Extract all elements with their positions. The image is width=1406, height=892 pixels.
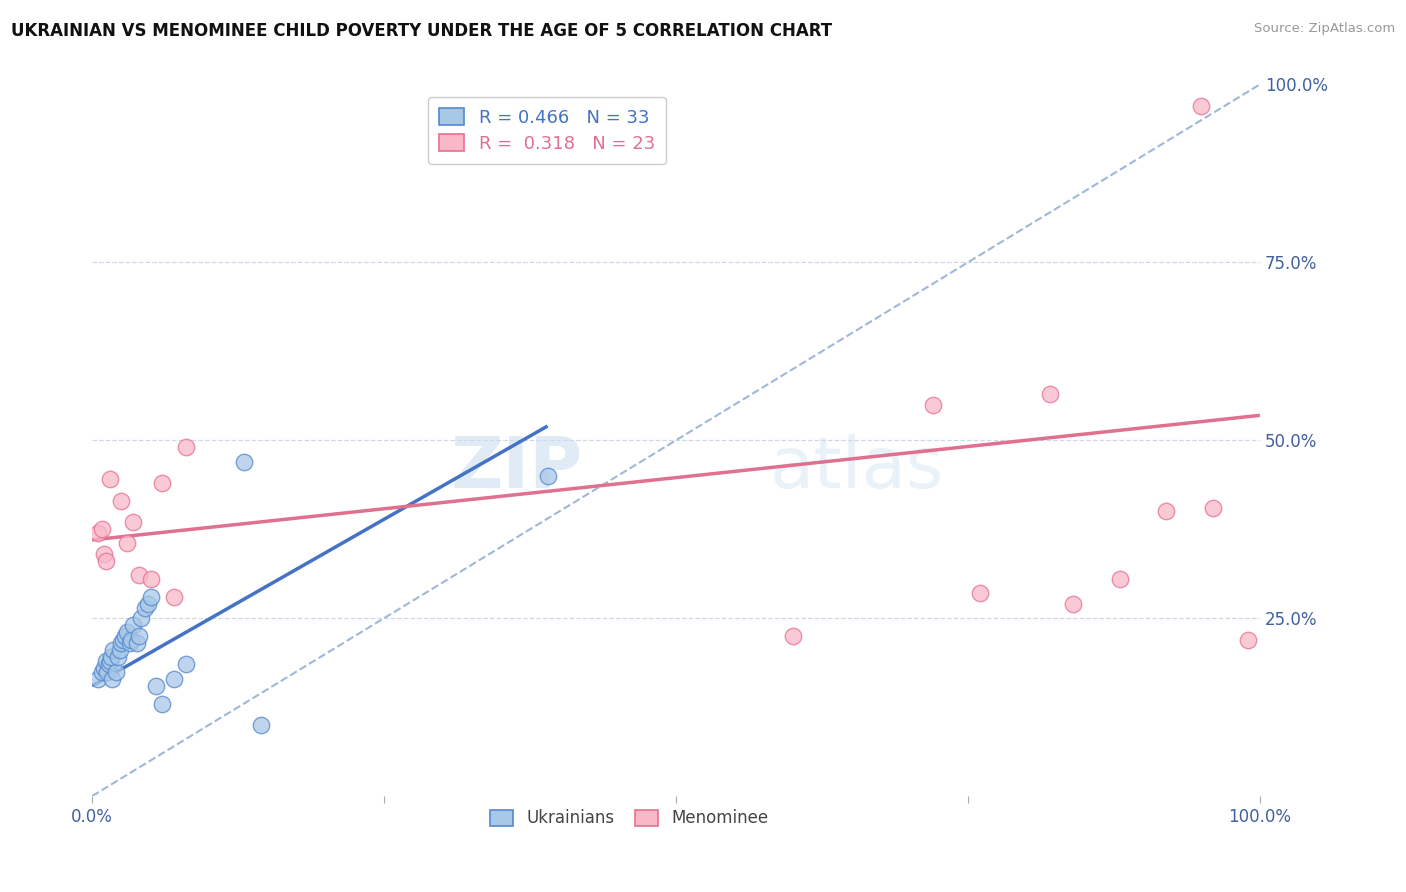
Point: [115, 625, 138, 640]
Point: [134, 600, 156, 615]
Point: [122, 618, 145, 632]
Point: [128, 629, 150, 643]
Point: [150, 475, 173, 490]
Text: UKRAINIAN VS MENOMINEE CHILD POVERTY UNDER THE AGE OF 5 CORRELATION CHART: UKRAINIAN VS MENOMINEE CHILD POVERTY UND…: [11, 22, 832, 40]
Point: [118, 636, 141, 650]
Point: [139, 572, 162, 586]
Point: [125, 636, 148, 650]
Point: [111, 632, 134, 647]
Point: [536, 468, 558, 483]
Point: [87, 672, 110, 686]
Point: [1039, 387, 1062, 401]
Point: [90, 665, 112, 679]
Point: [136, 597, 159, 611]
Text: ZIP: ZIP: [450, 434, 582, 503]
Point: [922, 398, 945, 412]
Point: [93, 661, 115, 675]
Point: [969, 586, 991, 600]
Point: [90, 522, 112, 536]
Point: [115, 536, 138, 550]
Text: Source: ZipAtlas.com: Source: ZipAtlas.com: [1254, 22, 1395, 36]
Point: [174, 441, 197, 455]
Point: [96, 654, 118, 668]
Point: [110, 493, 132, 508]
Point: [107, 650, 129, 665]
Point: [1191, 99, 1213, 113]
Point: [139, 590, 162, 604]
Point: [1062, 597, 1084, 611]
Point: [163, 590, 186, 604]
Text: atlas: atlas: [769, 434, 943, 503]
Point: [145, 679, 167, 693]
Point: [128, 568, 150, 582]
Point: [782, 629, 804, 643]
Point: [98, 472, 121, 486]
Point: [98, 654, 121, 668]
Point: [103, 643, 125, 657]
Point: [101, 672, 124, 686]
Point: [96, 554, 118, 568]
Point: [100, 650, 122, 665]
Point: [1108, 572, 1130, 586]
Point: [233, 455, 256, 469]
Point: [87, 525, 110, 540]
Point: [1156, 504, 1178, 518]
Point: [122, 515, 145, 529]
Legend: Ukrainians, Menominee: Ukrainians, Menominee: [484, 803, 775, 834]
Point: [104, 665, 127, 679]
Point: [1237, 632, 1260, 647]
Point: [120, 632, 142, 647]
Point: [110, 636, 132, 650]
Point: [96, 665, 118, 679]
Point: [129, 611, 152, 625]
Point: [93, 547, 115, 561]
Point: [114, 629, 136, 643]
Point: [97, 657, 120, 672]
Point: [108, 643, 131, 657]
Point: [163, 672, 186, 686]
Point: [250, 718, 273, 732]
Point: [1202, 500, 1225, 515]
Point: [174, 657, 197, 672]
Point: [150, 697, 173, 711]
